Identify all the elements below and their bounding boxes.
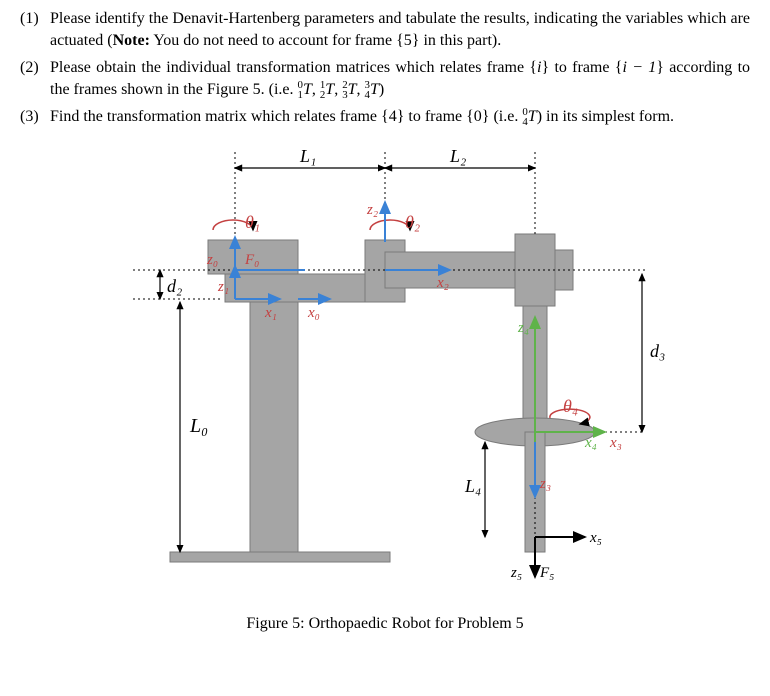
label-d2: d₂ bbox=[167, 276, 182, 296]
label-x4: x₄ bbox=[584, 435, 597, 451]
label-z0: z₀ bbox=[206, 252, 218, 268]
figure-caption: Figure 5: Orthopaedic Robot for Problem … bbox=[20, 615, 750, 633]
label-L2: L₂ bbox=[449, 146, 466, 166]
q3-b: ) in its simplest form. bbox=[537, 108, 674, 125]
q1-text-b: You do not need to account for frame {5}… bbox=[150, 32, 501, 49]
q2-number: (2) bbox=[20, 57, 50, 100]
question-2: (2) Please obtain the individual transfo… bbox=[20, 57, 750, 100]
q2-T23: T bbox=[348, 81, 357, 98]
q2-im1: i − 1 bbox=[622, 59, 656, 76]
label-x1: x₁ bbox=[264, 305, 277, 321]
robot-diagram: L₁ L₂ d₂ d₃ L₀ L₄ θ₁ θ₂ θ₄ z₀ z₁ z₂ z₃ z… bbox=[105, 142, 665, 602]
q1-number: (1) bbox=[20, 8, 50, 51]
label-L1: L₁ bbox=[299, 146, 316, 166]
q1-note-label: Note: bbox=[113, 32, 150, 49]
q1-body: Please identify the Denavit-Hartenberg p… bbox=[50, 8, 750, 51]
label-theta1: θ₁ bbox=[245, 212, 260, 232]
q2-b: } to frame { bbox=[541, 59, 622, 76]
label-x5: x₅ bbox=[589, 530, 602, 546]
q3-number: (3) bbox=[20, 106, 50, 128]
q2-T01: T bbox=[303, 81, 312, 98]
label-F0: F₀ bbox=[244, 252, 259, 268]
label-L4: L₄ bbox=[464, 476, 481, 496]
label-theta4: θ₄ bbox=[563, 396, 578, 416]
label-d3: d₃ bbox=[650, 341, 665, 361]
question-3: (3) Find the transformation matrix which… bbox=[20, 106, 750, 128]
label-x3: x₃ bbox=[609, 435, 622, 451]
q2-d: ) bbox=[379, 81, 384, 98]
q3-T04: T bbox=[528, 108, 537, 125]
question-1: (1) Please identify the Denavit-Hartenbe… bbox=[20, 8, 750, 51]
label-z3: z₃ bbox=[539, 476, 551, 492]
q2-body: Please obtain the individual transformat… bbox=[50, 57, 750, 100]
q3-a: Find the transformation matrix which rel… bbox=[50, 108, 522, 125]
label-z1: z₁ bbox=[217, 279, 229, 295]
figure-5: L₁ L₂ d₂ d₃ L₀ L₄ θ₁ θ₂ θ₄ z₀ z₁ z₂ z₃ z… bbox=[20, 142, 750, 633]
label-F5: F₅ bbox=[539, 565, 554, 581]
label-x0: x₀ bbox=[307, 305, 320, 321]
q3-body: Find the transformation matrix which rel… bbox=[50, 106, 750, 128]
label-z2: z₂ bbox=[366, 202, 378, 218]
q2-T34: T bbox=[370, 81, 379, 98]
label-x2: x₂ bbox=[436, 275, 449, 291]
q2-a: Please obtain the individual transformat… bbox=[50, 59, 537, 76]
q2-T12: T bbox=[325, 81, 334, 98]
label-z5: z₅ bbox=[510, 565, 522, 581]
label-theta2: θ₂ bbox=[405, 212, 420, 232]
label-L0: L₀ bbox=[189, 415, 208, 437]
label-z4: z₄ bbox=[517, 320, 529, 336]
